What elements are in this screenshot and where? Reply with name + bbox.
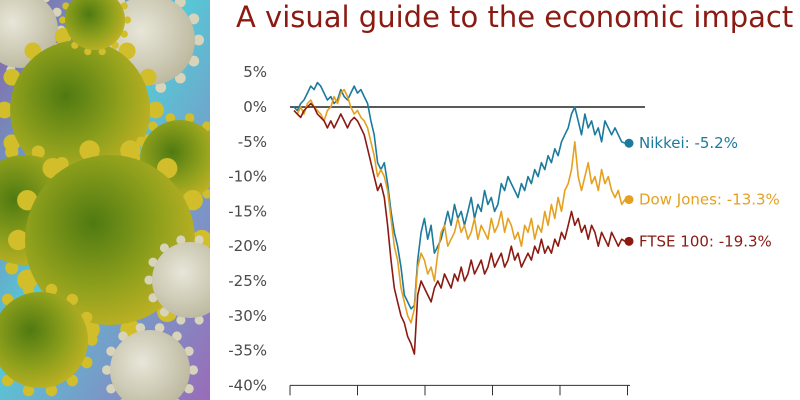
series-label: Dow Jones: -13.3% [639, 191, 780, 209]
y-axis: 5% 0% -5% -10% -15% -20% -25% -30% -35% -40% [228, 63, 267, 394]
virus-spike [188, 13, 200, 25]
virus-spike [79, 140, 100, 161]
virus-spike [123, 16, 131, 24]
virus-spike [120, 2, 128, 10]
virus-spike [80, 311, 93, 324]
virus-spike [59, 16, 67, 24]
virus-spike [22, 283, 35, 296]
line-chart: 5% 0% -5% -10% -15% -20% -25% -30% -35% -40% Nikk… [228, 63, 780, 396]
y-tick-label: -25% [228, 272, 267, 290]
y-tick-label: -10% [228, 168, 267, 186]
y-tick-label: -40% [228, 376, 267, 394]
virus-spike [8, 229, 29, 251]
series-end-point [624, 138, 634, 148]
y-tick-label: -35% [228, 342, 267, 360]
virus-spike [106, 383, 116, 394]
virus-spike [52, 7, 62, 17]
series-label: FTSE 100: -19.3% [639, 232, 772, 250]
virus-spike [86, 334, 98, 346]
virus-spike [184, 383, 194, 394]
virus-spike [5, 261, 19, 275]
page-title: A visual guide to the economic impact [236, 0, 794, 34]
virus-spike [176, 235, 186, 245]
virus-spike [193, 34, 205, 46]
virus-spike [98, 47, 106, 56]
y-tick-label: 0% [243, 98, 267, 116]
y-tick-label: 5% [243, 63, 267, 81]
virus-spike [184, 113, 195, 123]
virus-spike [188, 365, 198, 375]
virus-spike [45, 283, 58, 296]
virus-spike [184, 346, 194, 357]
x-axis-ticks [289, 385, 628, 396]
series-label: Nikkei: -5.2% [639, 134, 738, 152]
virus-spike [148, 293, 158, 303]
virus-spike [147, 101, 165, 119]
virus-spike [62, 30, 70, 38]
virus-spike [31, 145, 45, 159]
virus-spike [102, 365, 112, 375]
series-line-0 [293, 81, 626, 310]
virus-spike [3, 68, 21, 86]
virus-spike [5, 145, 19, 159]
virus-particle [152, 242, 210, 318]
virus-spike [84, 47, 92, 56]
virus-spike [144, 275, 154, 285]
series-end-point [624, 236, 634, 246]
y-tick-label: -20% [228, 237, 267, 255]
virus-particle [65, 0, 125, 50]
virus-spike [17, 269, 38, 291]
virus-spike [120, 140, 141, 161]
virus-spike [17, 189, 38, 211]
virus-spike [182, 189, 203, 211]
virus-spike [194, 235, 204, 245]
coronavirus-image [0, 0, 210, 400]
virus-spike [194, 315, 204, 325]
virus-particle [10, 40, 150, 180]
virus-spike [45, 384, 58, 397]
virus-spike [188, 55, 200, 67]
virus-spike [139, 68, 157, 86]
y-tick-label: -5% [238, 133, 267, 151]
virus-spike [165, 113, 176, 123]
virus-spike [106, 346, 116, 357]
virus-spike [0, 101, 13, 119]
virus-spike [148, 257, 158, 267]
y-tick-label: -30% [228, 307, 267, 325]
virus-particle [0, 292, 88, 388]
y-tick-label: -15% [228, 202, 267, 220]
virus-spike [62, 2, 70, 10]
virus-spike [120, 30, 128, 38]
virus-spike [80, 356, 93, 369]
virus-spike [135, 323, 146, 333]
virus-spike [22, 384, 35, 397]
virus-particle [110, 330, 190, 400]
virus-spike [136, 136, 146, 147]
series-line-2 [293, 102, 626, 355]
virus-spike [176, 315, 186, 325]
series-line-1 [293, 88, 626, 324]
virus-spike [154, 323, 165, 333]
series-end-point [624, 195, 634, 205]
virus-spike [155, 81, 167, 93]
coronavirus-illustration [0, 0, 210, 400]
